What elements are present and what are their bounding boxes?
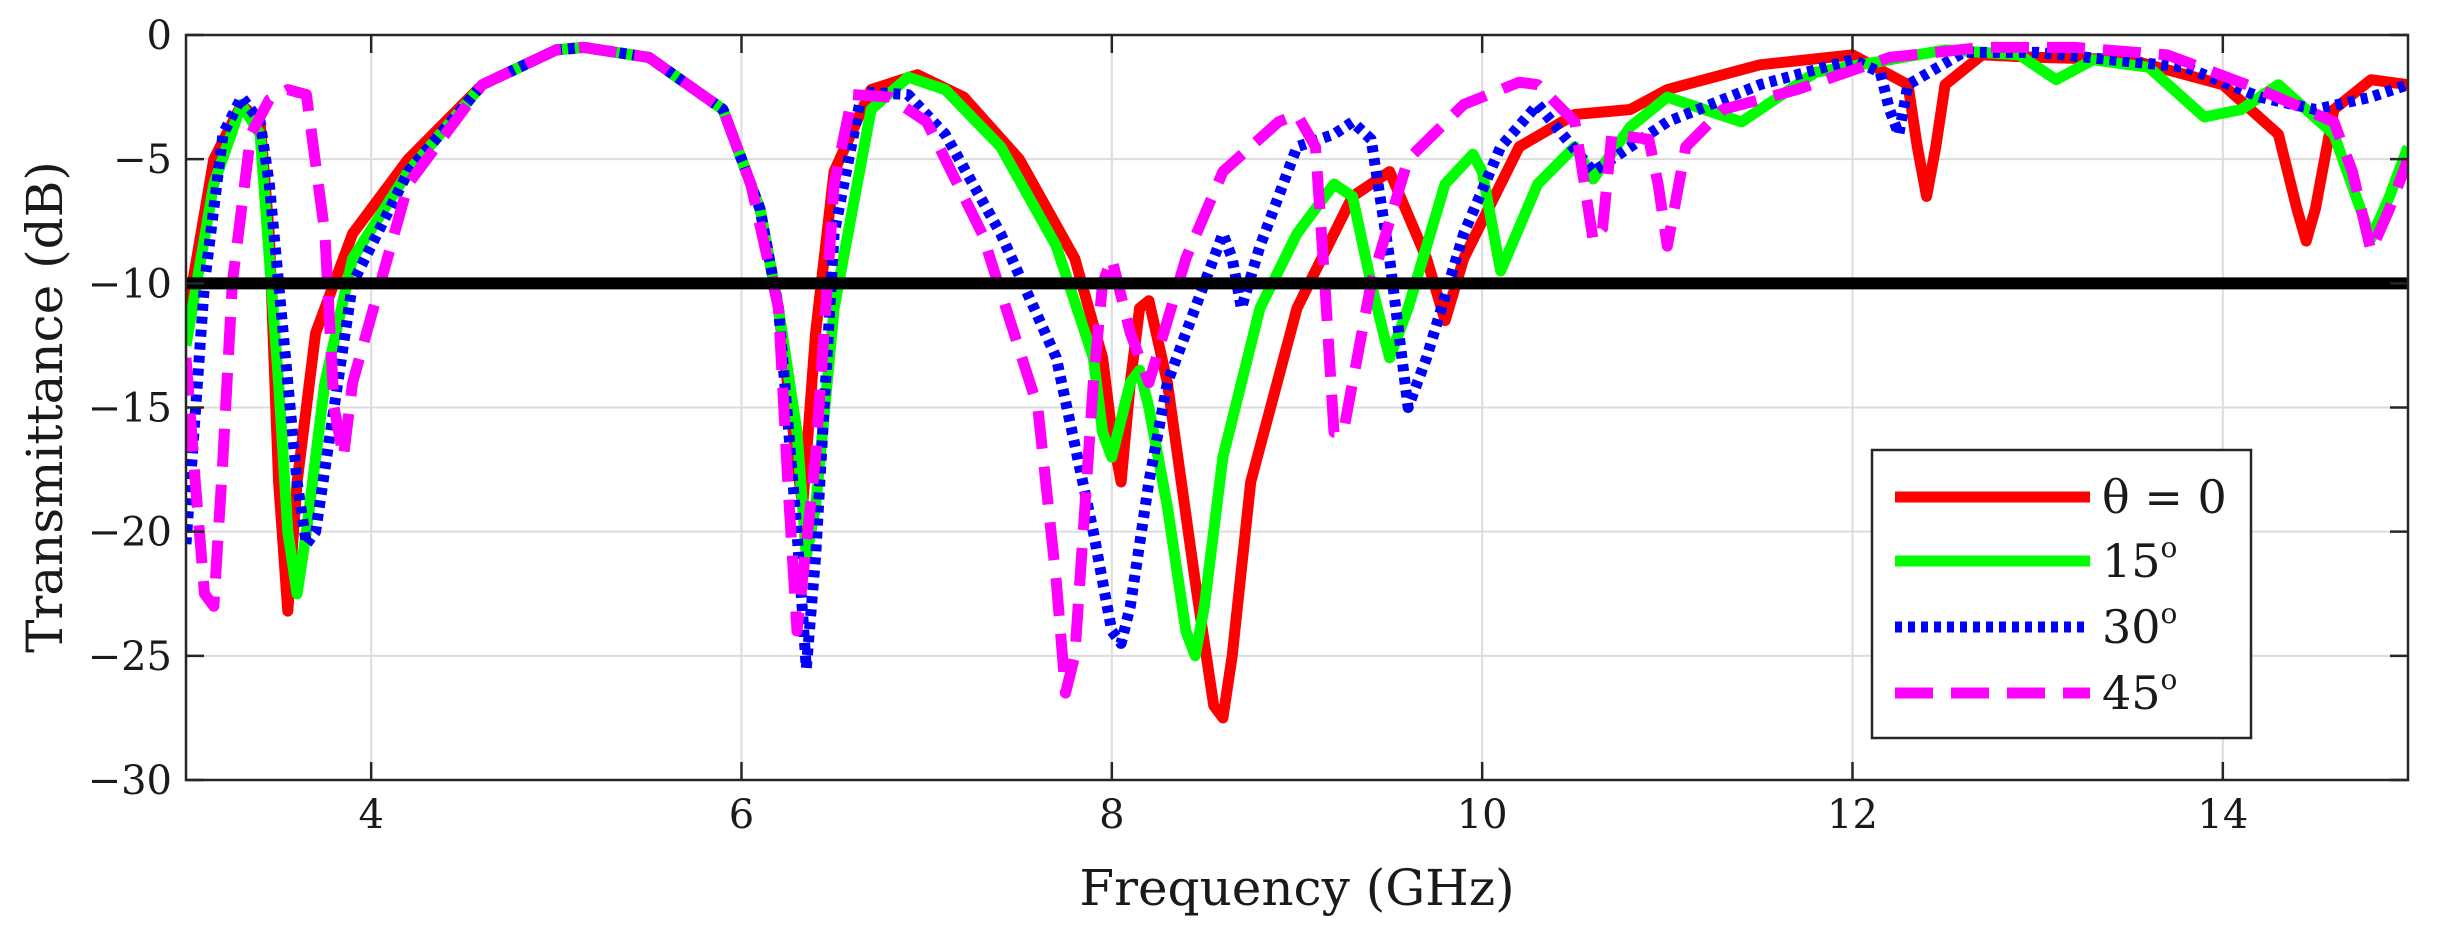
y-tick-label: −15: [88, 386, 172, 432]
legend: θ = 0 15o 30o 45o: [1870, 448, 2253, 740]
x-tick-label: 4: [358, 792, 383, 838]
x-tick-label: 12: [1827, 792, 1878, 838]
y-tick-label: −25: [88, 634, 172, 680]
legend-label-theta-0: θ = 0: [2102, 470, 2227, 524]
y-tick-label: 0: [147, 13, 172, 59]
x-tick-label: 8: [1099, 792, 1124, 838]
x-tick-label: 14: [2197, 792, 2248, 838]
series-line-theta-30: [186, 41, 2408, 674]
series-group: [186, 41, 2408, 724]
y-tick-label: −5: [113, 137, 172, 183]
x-tick-label: 10: [1457, 792, 1508, 838]
y-tick-label: −30: [88, 758, 172, 804]
x-tick-label: 6: [729, 792, 754, 838]
legend-label-theta-45: 45o: [2102, 663, 2177, 720]
series-line-theta-45: [186, 41, 2408, 699]
x-axis-ticks: 4 6 8 10 12 14: [358, 35, 2248, 838]
plot-area: [186, 41, 2408, 724]
legend-label-theta-15: 15o: [2102, 531, 2177, 588]
x-axis-title: Frequency (GHz): [1079, 859, 1514, 917]
legend-label-theta-30: 30o: [2102, 597, 2177, 654]
y-axis-ticks: 0 −5 −10 −15 −20 −25 −30: [88, 13, 2408, 804]
y-tick-label: −10: [88, 261, 172, 307]
y-tick-label: −20: [88, 510, 172, 556]
y-axis-title: Transmittance (dB): [16, 161, 74, 653]
